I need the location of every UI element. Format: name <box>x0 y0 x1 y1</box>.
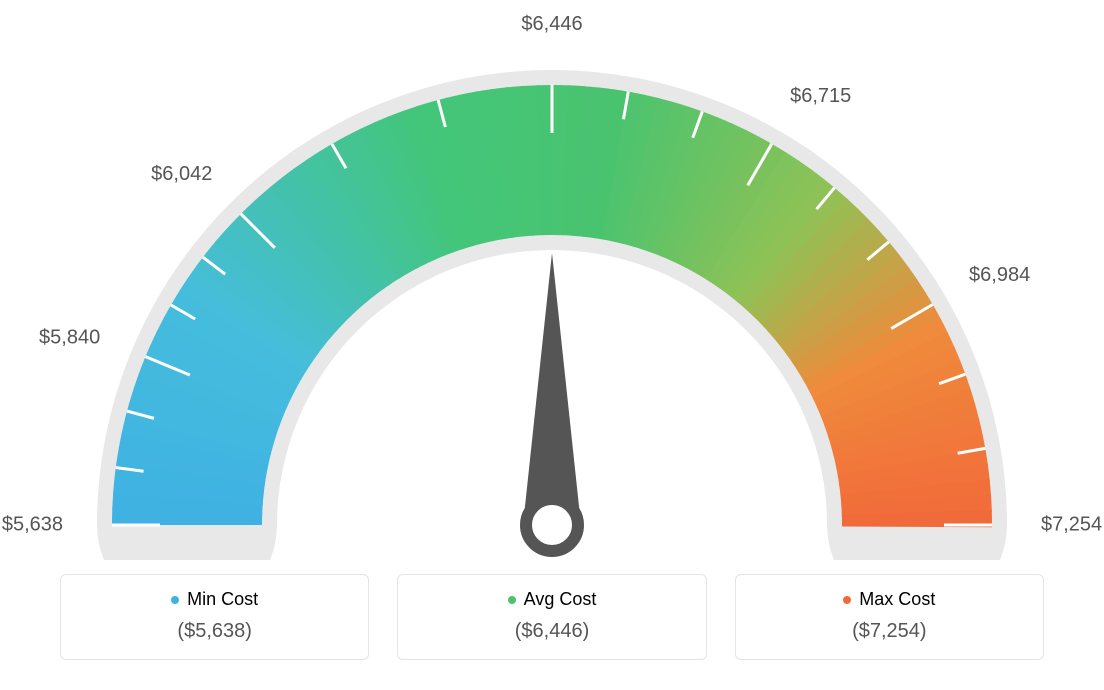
gauge-tick-label: $6,715 <box>790 85 851 108</box>
gauge-tick-label: $6,984 <box>969 264 1030 287</box>
legend-label-max: Max Cost <box>843 589 935 610</box>
gauge-tick-label: $5,840 <box>39 326 100 349</box>
gauge-tick-label: $7,254 <box>1041 514 1102 537</box>
cost-gauge: $5,638 $5,840 $6,042 $6,446 $6,715 $6,984 $7,2… <box>0 0 1104 560</box>
legend-label-max-text: Max Cost <box>859 589 935 610</box>
gauge-tick-label: $6,446 <box>521 13 582 36</box>
legend-value-min: ($5,638) <box>61 620 368 643</box>
legend-dot-max <box>843 596 851 604</box>
legend-card-avg: Avg Cost ($6,446) <box>397 574 706 660</box>
legend-dot-avg <box>508 596 516 604</box>
legend-value-avg: ($6,446) <box>398 620 705 643</box>
gauge-tick-label: $5,638 <box>2 514 63 537</box>
legend-card-max: Max Cost ($7,254) <box>735 574 1044 660</box>
legend-label-min-text: Min Cost <box>187 589 258 610</box>
legend-dot-min <box>171 596 179 604</box>
legend-label-avg-text: Avg Cost <box>524 589 597 610</box>
legend-label-avg: Avg Cost <box>508 589 597 610</box>
gauge-tick-label: $6,042 <box>151 163 212 186</box>
legend-card-min: Min Cost ($5,638) <box>60 574 369 660</box>
gauge-svg <box>0 0 1104 560</box>
legend-row: Min Cost ($5,638) Avg Cost ($6,446) Max … <box>0 574 1104 660</box>
legend-value-max: ($7,254) <box>736 620 1043 643</box>
legend-label-min: Min Cost <box>171 589 258 610</box>
